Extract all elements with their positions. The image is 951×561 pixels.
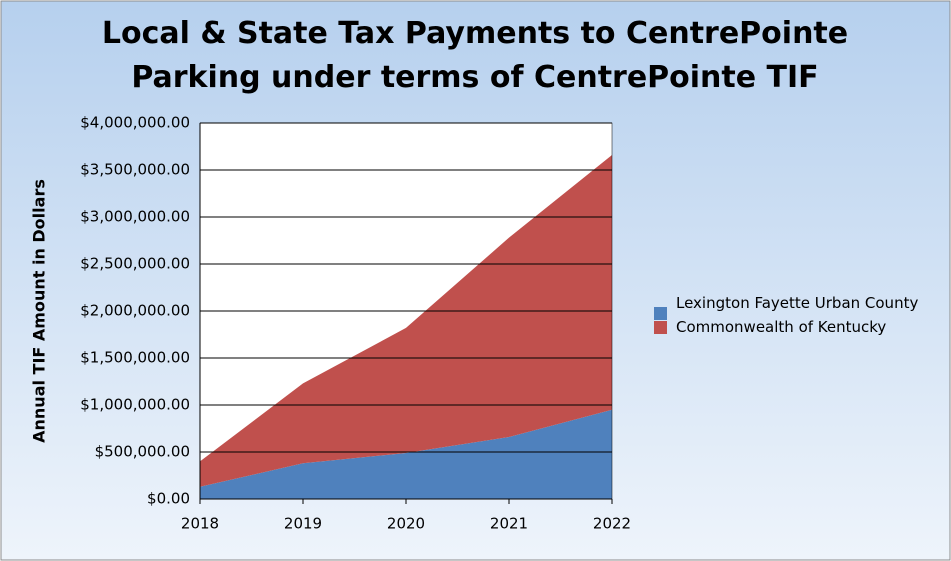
legend-swatch [654, 321, 667, 334]
y-tick-label: $0.00 [147, 490, 190, 508]
x-tick-label: 2022 [593, 515, 631, 533]
y-tick-label: $1,000,000.00 [80, 396, 190, 414]
chart-title: Local & State Tax Payments to CentrePoin… [101, 16, 849, 95]
y-tick-label: $3,000,000.00 [80, 208, 190, 226]
legend-swatch [654, 307, 667, 320]
y-axis-label: Annual TIF Amount in Dollars [30, 179, 49, 443]
y-tick-label: $4,000,000.00 [80, 114, 190, 132]
area [200, 409, 612, 499]
legend-label: Commonwealth of Kentucky [676, 318, 887, 336]
y-tick-label: $3,500,000.00 [80, 161, 190, 179]
legend-item: Commonwealth of Kentucky [654, 316, 944, 338]
area [200, 154, 612, 487]
x-tick-label: 2021 [490, 515, 528, 533]
y-tick-label: $500,000.00 [95, 443, 190, 461]
x-tick-label: 2020 [387, 515, 425, 533]
legend-label: Lexington Fayette Urban County [676, 294, 919, 312]
y-tick-label: $1,500,000.00 [80, 349, 190, 367]
y-tick-label: $2,000,000.00 [80, 302, 190, 320]
x-tick-label: 2019 [284, 515, 322, 533]
legend-item: Lexington Fayette Urban County [654, 292, 944, 320]
y-tick-label: $2,500,000.00 [80, 255, 190, 273]
legend: Lexington Fayette Urban County Commonweal… [654, 292, 944, 340]
x-tick-label: 2018 [181, 515, 219, 533]
